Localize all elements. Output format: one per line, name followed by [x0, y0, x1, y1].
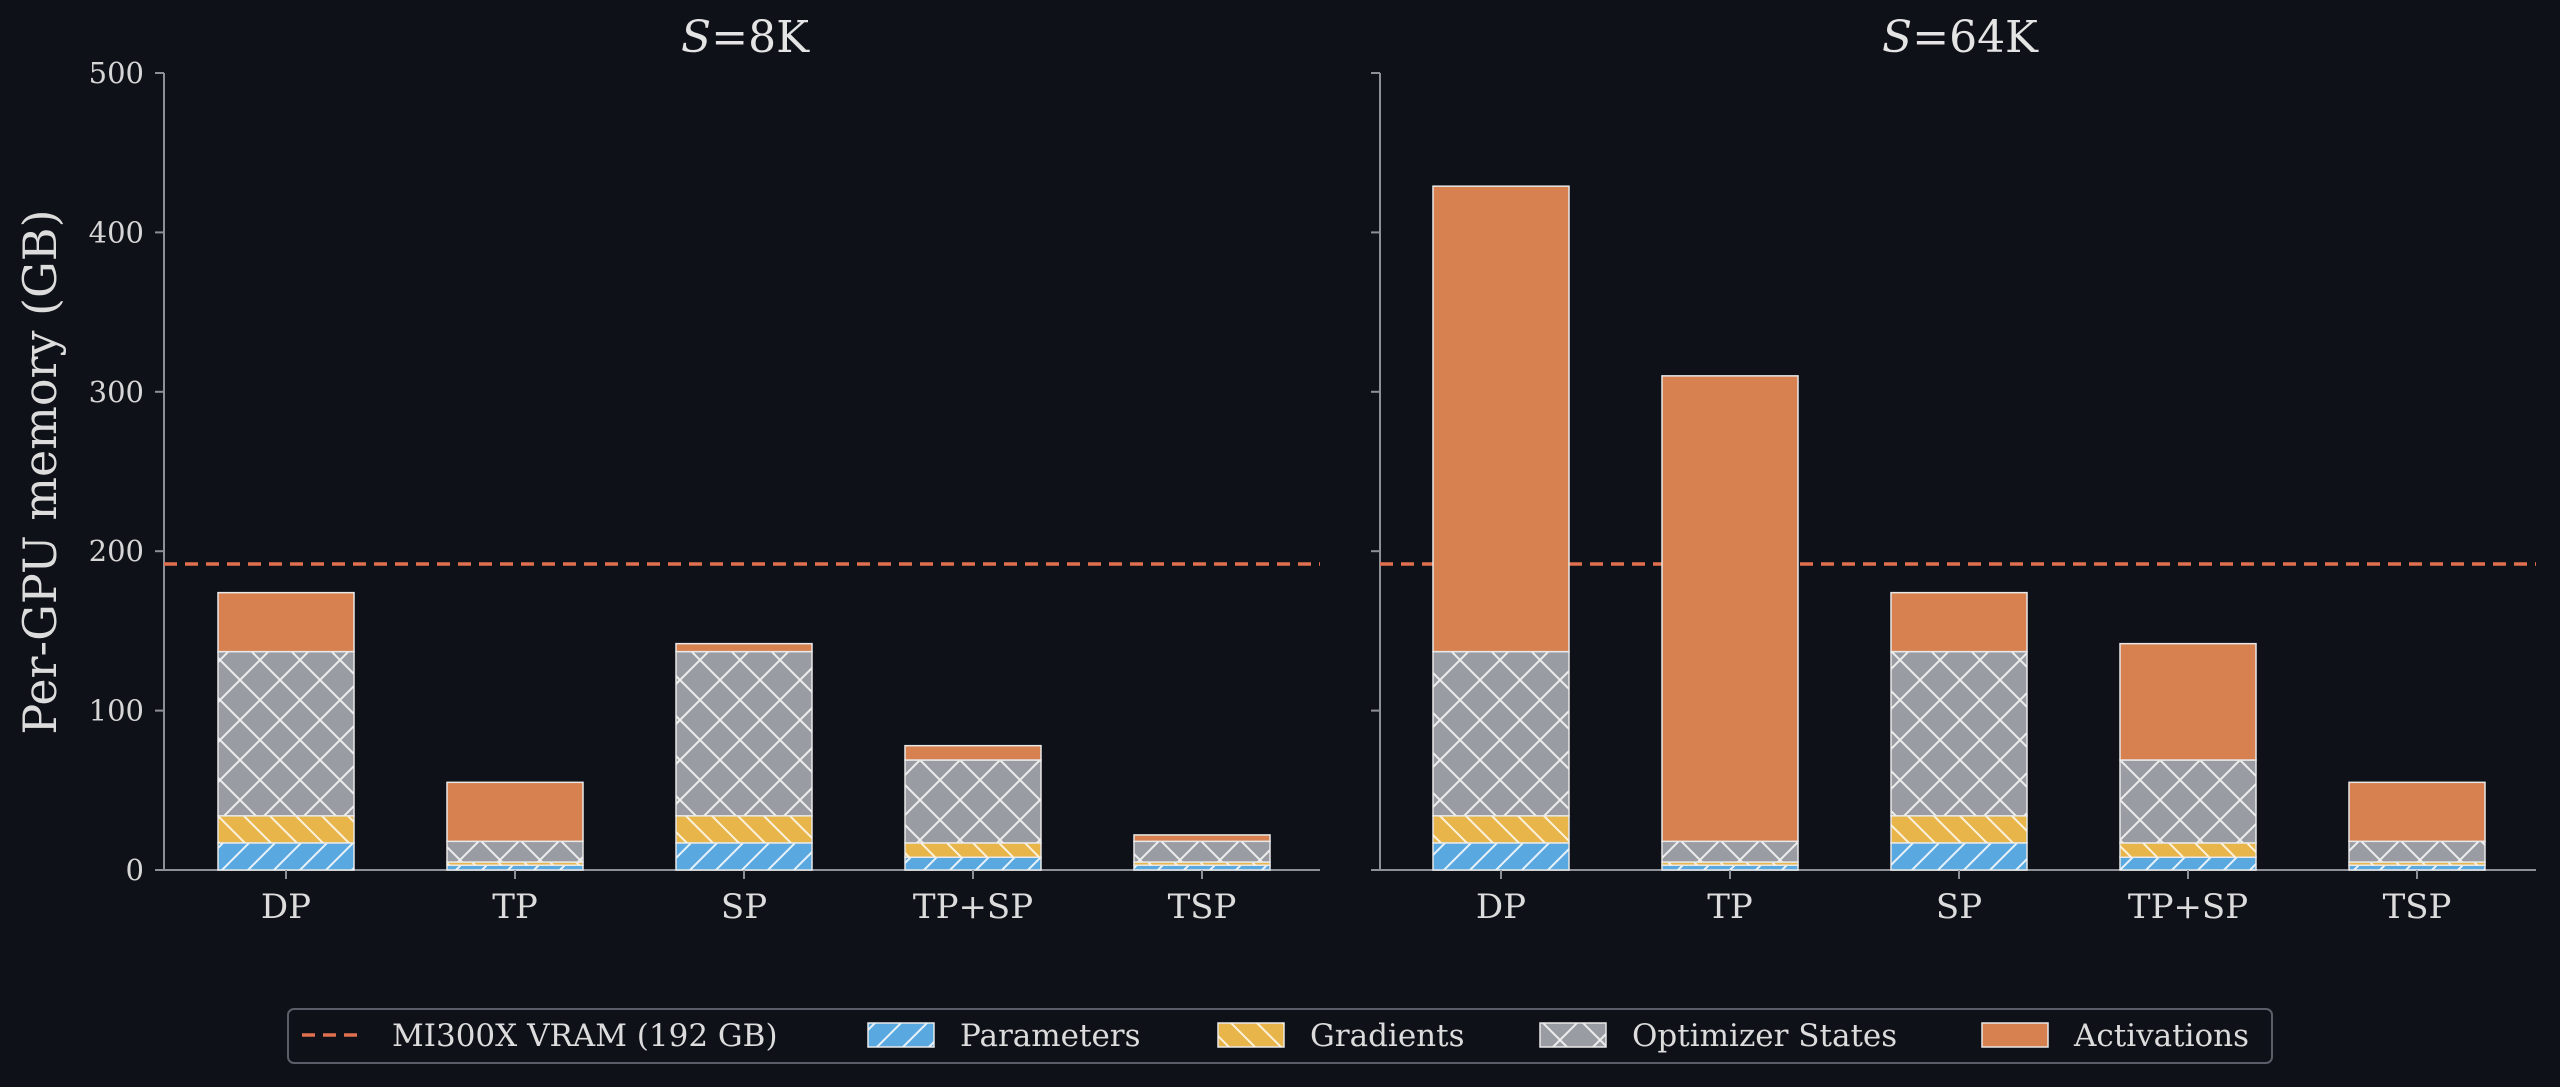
bar-hatch-parameters: [447, 865, 583, 870]
bar-hatch-gradients: [1134, 862, 1270, 866]
bar-hatch-gradients: [905, 842, 1041, 858]
x-tick-label: DP: [261, 887, 311, 927]
x-tick-label: TP+SP: [2128, 887, 2248, 927]
x-tick-label: SP: [721, 887, 767, 927]
bar-hatch-optimizer-states: [905, 760, 1041, 843]
bar-hatch-parameters: [2120, 857, 2256, 870]
bar-hatch-optimizer-states: [1891, 651, 2027, 816]
bar-hatch-parameters: [1662, 865, 1798, 870]
y-tick-label: 200: [89, 534, 144, 568]
bar-hatch-parameters: [1891, 842, 2027, 870]
bar-hatch-gradients: [676, 815, 812, 843]
bar-hatch-gradients: [447, 862, 583, 866]
bar-segment-activations: [217, 591, 355, 653]
legend-label-optimizer-states: Optimizer States: [1632, 1018, 1897, 1054]
legend-swatch-activations: [1981, 1022, 2049, 1048]
legend-swatch-hatch-gradients: [1218, 1023, 1284, 1047]
legend-swatch-hatch-optimizer-states: [1540, 1023, 1606, 1047]
bar-hatch-gradients: [1433, 815, 1569, 843]
bar-hatch-parameters: [1433, 842, 1569, 870]
y-tick-label: 0: [126, 853, 144, 887]
bar-hatch-optimizer-states: [1134, 841, 1270, 863]
bar-segment-activations: [2348, 781, 2486, 843]
x-tick-label: TP: [492, 887, 538, 927]
bar-hatch-parameters: [2349, 865, 2485, 870]
legend-label-parameters: Parameters: [960, 1018, 1141, 1054]
bar-hatch-gradients: [2120, 842, 2256, 858]
bar-hatch-gradients: [218, 815, 354, 843]
bar-hatch-optimizer-states: [1662, 841, 1798, 863]
x-tick-label: SP: [1936, 887, 1982, 927]
bar-hatch-optimizer-states: [676, 651, 812, 816]
panel-title-value: =8K: [711, 12, 810, 63]
bar-hatch-optimizer-states: [1433, 651, 1569, 816]
bar-hatch-optimizer-states: [447, 841, 583, 863]
x-tick-label: TSP: [2383, 887, 2452, 927]
bar-hatch-parameters: [218, 842, 354, 870]
y-tick-label: 500: [89, 56, 144, 90]
bar-hatch-parameters: [676, 842, 812, 870]
bar-hatch-optimizer-states: [218, 651, 354, 816]
panel-title-value: =64K: [1912, 12, 2039, 63]
legend: MI300X VRAM (192 GB) Parameters Gradients…: [287, 1008, 2273, 1064]
bar-hatch-gradients: [1891, 815, 2027, 843]
legend-label-gradients: Gradients: [1310, 1018, 1465, 1054]
legend-series: Parameters Gradients Optimizer States Activ…: [867, 1018, 2249, 1054]
panel-title: S=8K: [681, 12, 810, 63]
x-tick-label: TSP: [1168, 887, 1237, 927]
legend-reference-label: MI300X VRAM (192 GB): [392, 1018, 778, 1054]
panel-title-variable: S: [681, 12, 711, 63]
bar-hatch-gradients: [1662, 862, 1798, 866]
bar-segment-activations: [1661, 375, 1799, 843]
bar-hatch-gradients: [2349, 862, 2485, 866]
bar-segment-activations: [675, 642, 813, 653]
bar-segment-activations: [1890, 591, 2028, 653]
y-tick-label: 300: [89, 375, 144, 409]
bar-segment-activations: [904, 744, 1042, 761]
panel-2: S=64K DP TP SP TP+SP TSP: [1371, 12, 2536, 927]
legend-swatch-hatch-parameters: [868, 1023, 934, 1047]
x-tick-label: TP+SP: [913, 887, 1033, 927]
bar-hatch-parameters: [1134, 865, 1270, 870]
x-tick-label: TP: [1707, 887, 1753, 927]
bar-segment-activations: [1432, 185, 1570, 653]
bar-hatch-optimizer-states: [2349, 841, 2485, 863]
panel-1: S=8K 0 100 200 300 400 500 DP TP SP TP+SP TSP: [89, 12, 1320, 927]
y-tick-label: 100: [89, 694, 144, 728]
x-tick-label: DP: [1476, 887, 1526, 927]
y-axis-label: Per-GPU memory (GB): [13, 209, 67, 734]
bar-hatch-parameters: [905, 857, 1041, 870]
bar-segment-activations: [2119, 642, 2257, 761]
bar-hatch-optimizer-states: [2120, 760, 2256, 843]
panel-title-variable: S: [1882, 12, 1912, 63]
bar-segment-activations: [446, 781, 584, 843]
y-tick-label: 400: [89, 215, 144, 249]
legend-label-activations: Activations: [2073, 1018, 2249, 1054]
panel-title: S=64K: [1882, 12, 2039, 63]
bar-segment-activations: [1133, 834, 1271, 843]
